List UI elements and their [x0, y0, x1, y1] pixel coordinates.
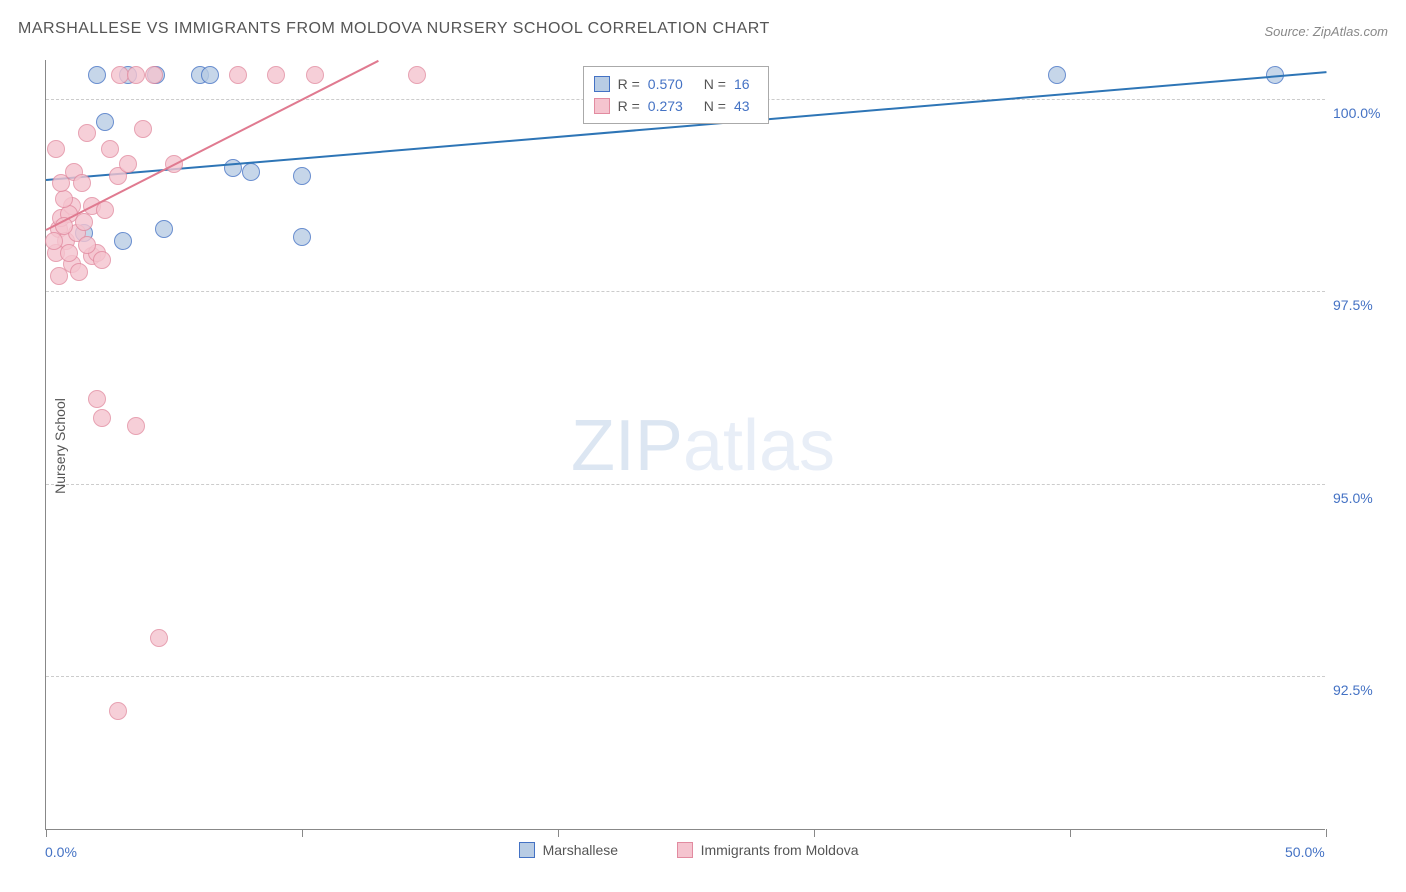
stat-r-label: R =: [618, 73, 640, 95]
data-point: [134, 120, 152, 138]
data-point: [201, 66, 219, 84]
legend-swatch: [594, 76, 610, 92]
grid-line: [46, 676, 1325, 677]
stat-n-label: N =: [704, 73, 726, 95]
legend-swatch: [677, 842, 693, 858]
stat-n-label: N =: [704, 95, 726, 117]
legend-label: Immigrants from Moldova: [701, 842, 859, 858]
stat-n-value: 43: [734, 95, 758, 117]
y-tick-label: 92.5%: [1333, 682, 1373, 698]
y-tick-label: 95.0%: [1333, 490, 1373, 506]
data-point: [408, 66, 426, 84]
data-point: [88, 66, 106, 84]
grid-line: [46, 291, 1325, 292]
stats-box: R = 0.570 N = 16 R = 0.273 N = 43: [583, 66, 769, 124]
x-tick: [558, 829, 559, 837]
data-point: [109, 702, 127, 720]
stats-row: R = 0.273 N = 43: [594, 95, 758, 117]
data-point: [114, 232, 132, 250]
data-point: [47, 140, 65, 158]
legend-item: Marshallese: [519, 842, 618, 858]
data-point: [75, 213, 93, 231]
data-point: [78, 236, 96, 254]
grid-line: [46, 484, 1325, 485]
data-point: [267, 66, 285, 84]
legend-label: Marshallese: [543, 842, 618, 858]
data-point: [242, 163, 260, 181]
stat-r-label: R =: [618, 95, 640, 117]
data-point: [127, 417, 145, 435]
x-tick-label: 0.0%: [45, 844, 77, 860]
stat-n-value: 16: [734, 73, 758, 95]
trend-line: [46, 60, 380, 231]
legend-swatch: [519, 842, 535, 858]
data-point: [150, 629, 168, 647]
legend-swatch: [594, 98, 610, 114]
x-tick: [1326, 829, 1327, 837]
x-tick: [1070, 829, 1071, 837]
data-point: [73, 174, 91, 192]
data-point: [127, 66, 145, 84]
data-point: [224, 159, 242, 177]
chart-title: MARSHALLESE VS IMMIGRANTS FROM MOLDOVA N…: [18, 20, 770, 38]
x-tick: [302, 829, 303, 837]
legend-item: Immigrants from Moldova: [677, 842, 859, 858]
data-point: [293, 228, 311, 246]
data-point: [88, 390, 106, 408]
stat-r-value: 0.273: [648, 95, 696, 117]
x-tick-label: 50.0%: [1285, 844, 1325, 860]
data-point: [96, 113, 114, 131]
data-point: [1048, 66, 1066, 84]
data-point: [93, 251, 111, 269]
data-point: [306, 66, 324, 84]
data-point: [145, 66, 163, 84]
data-point: [45, 232, 63, 250]
data-point: [229, 66, 247, 84]
y-tick-label: 97.5%: [1333, 297, 1373, 313]
stat-r-value: 0.570: [648, 73, 696, 95]
source-attribution: Source: ZipAtlas.com: [1264, 24, 1388, 39]
data-point: [93, 409, 111, 427]
data-point: [78, 124, 96, 142]
data-point: [293, 167, 311, 185]
plot-area: [45, 60, 1325, 830]
data-point: [55, 190, 73, 208]
data-point: [70, 263, 88, 281]
data-point: [60, 244, 78, 262]
x-tick: [814, 829, 815, 837]
stats-row: R = 0.570 N = 16: [594, 73, 758, 95]
data-point: [155, 220, 173, 238]
data-point: [50, 267, 68, 285]
data-point: [101, 140, 119, 158]
y-tick-label: 100.0%: [1333, 105, 1380, 121]
data-point: [119, 155, 137, 173]
x-tick: [46, 829, 47, 837]
